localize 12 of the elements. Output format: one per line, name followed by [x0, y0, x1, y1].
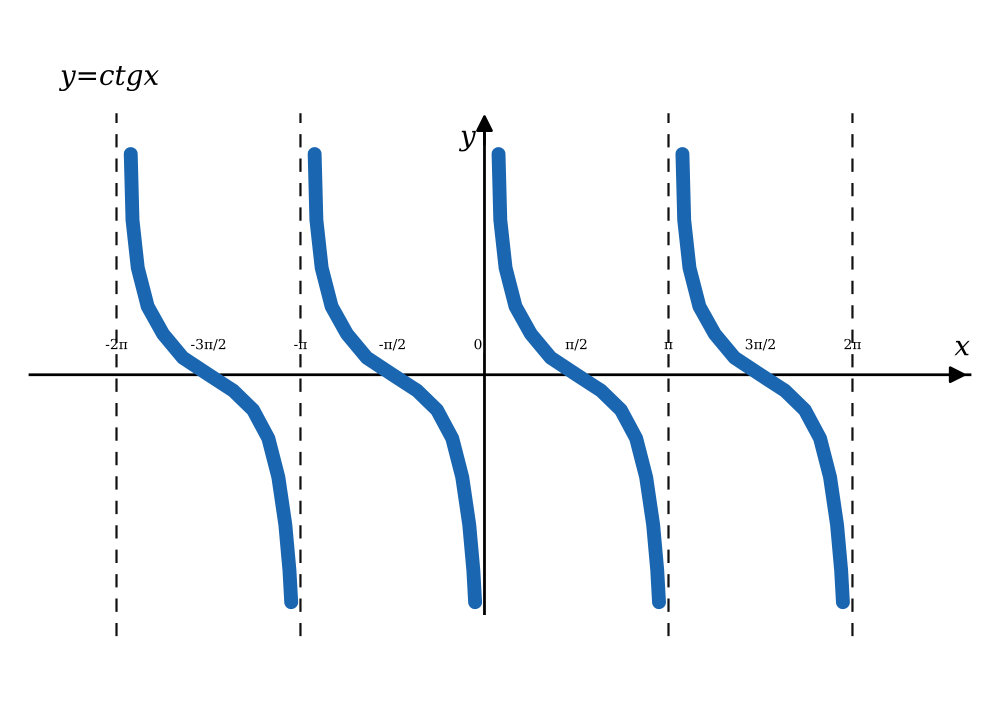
x-tick-label: π — [664, 342, 673, 350]
x-tick-label: 2π — [844, 338, 861, 350]
x-tick-label: 3π/2 — [746, 338, 775, 350]
x-tick-label: -2π — [106, 338, 128, 350]
x-tick-label: -π/2 — [379, 338, 405, 350]
x-tick-label: -π — [294, 342, 307, 350]
x-axis-title: x — [954, 340, 970, 356]
y-axis-title: y — [458, 130, 476, 152]
x-tick-label: -3π/2 — [191, 338, 226, 350]
chart-title: y=ctgx — [58, 66, 159, 92]
x-tick-label: 0 — [474, 338, 482, 350]
x-tick-label: π/2 — [566, 338, 586, 350]
